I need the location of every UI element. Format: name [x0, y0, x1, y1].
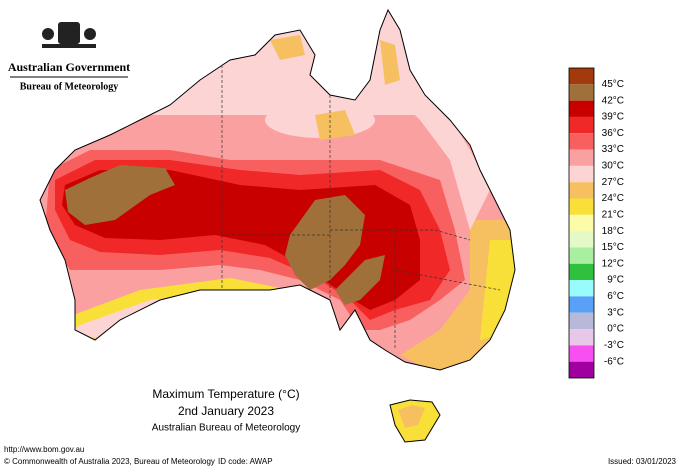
legend-label: 33°C	[602, 144, 624, 155]
legend-swatch	[569, 133, 594, 150]
legend-label: 24°C	[602, 193, 624, 204]
legend-swatch	[569, 116, 594, 134]
legend-label: 30°C	[602, 161, 624, 172]
legend-swatch	[569, 214, 594, 232]
legend-label: 0°C	[607, 324, 624, 335]
legend-label: 3°C	[607, 307, 624, 318]
legend-label: 42°C	[602, 95, 624, 106]
legend-swatch	[569, 247, 594, 264]
legend-swatch	[569, 296, 594, 313]
legend-swatch	[569, 329, 594, 346]
legend-label: 18°C	[602, 226, 624, 237]
legend-swatch	[569, 182, 594, 199]
government-name: Australian Government	[8, 60, 130, 74]
footer-issued: Issued: 03/01/2023	[608, 457, 677, 466]
map-date: 2nd January 2023	[178, 404, 274, 418]
temperature-map	[40, 10, 515, 370]
legend-swatch	[569, 100, 594, 117]
legend-swatch	[569, 198, 594, 215]
legend-label: 9°C	[607, 275, 624, 286]
legend: 45°C 42°C 39°C 36°C 33°C 30°C 27°C 24°C 21°C 18°C…	[569, 68, 624, 378]
legend-swatch	[569, 312, 594, 330]
legend-label: -3°C	[604, 340, 624, 351]
legend-swatch	[569, 68, 594, 85]
legend-swatch	[569, 345, 594, 362]
map-title: Maximum Temperature (°C)	[152, 387, 299, 401]
legend-swatch	[569, 84, 594, 101]
agency-name: Bureau of Meteorology	[20, 81, 119, 92]
legend-label: 15°C	[602, 242, 624, 253]
map-source: Australian Bureau of Meteorology	[152, 423, 300, 434]
legend-label: -6°C	[604, 356, 624, 367]
legend-swatch	[569, 149, 594, 166]
coat-of-arms	[42, 22, 96, 48]
tasmania-inland	[398, 405, 425, 428]
footer-url: http://www.bom.gov.au	[4, 445, 84, 454]
legend-swatch	[569, 361, 594, 378]
legend-swatch	[569, 263, 594, 281]
footer-copyright: © Commonwealth of Australia 2023, Bureau…	[4, 457, 215, 466]
legend-frame	[568, 67, 595, 379]
legend-swatch	[569, 231, 594, 248]
legend-label: 12°C	[602, 258, 624, 269]
legend-label: 39°C	[602, 112, 624, 123]
legend-swatch	[569, 165, 594, 183]
legend-label: 45°C	[602, 79, 624, 90]
state-borders	[221, 65, 501, 350]
legend-label: 21°C	[602, 209, 624, 220]
legend-label: 27°C	[602, 177, 624, 188]
legend-swatch	[569, 280, 594, 297]
footer-id-code: ID code: AWAP	[218, 457, 273, 466]
legend-label: 36°C	[602, 128, 624, 139]
legend-label: 6°C	[607, 291, 624, 302]
